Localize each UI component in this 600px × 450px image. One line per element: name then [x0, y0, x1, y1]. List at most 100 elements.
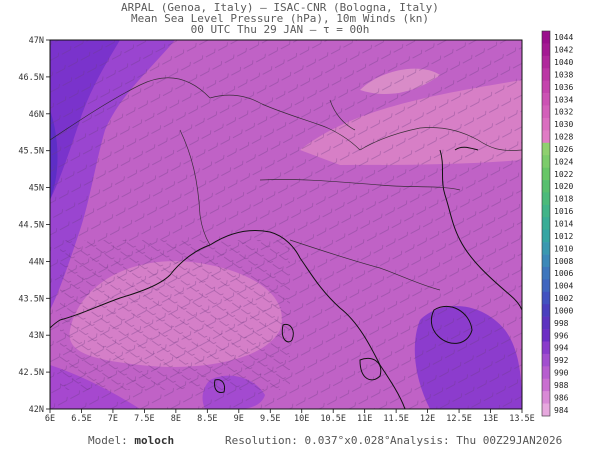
colorbar-swatch: [542, 167, 550, 181]
lon-tick-label: 12E: [420, 414, 435, 424]
lon-tick-label: 12.5E: [446, 414, 472, 424]
colorbar-swatch: [542, 266, 550, 280]
borders: [50, 77, 522, 291]
colorbar-label: 994: [554, 344, 569, 353]
colorbar: 1044 1042 1040 1038 1036 1034 1032 1030 1028 1026…: [541, 30, 573, 417]
lat-tick-label: 43N: [29, 331, 44, 341]
colorbar-label: 1032: [554, 108, 573, 117]
pressure-field: [50, 40, 522, 409]
colorbar-label: 1038: [554, 70, 573, 79]
header-subtitle: Mean Sea Level Pressure (hPa), 10m Winds…: [130, 12, 429, 25]
colorbar-swatch: [542, 229, 550, 243]
lat-tick-label: 46.5N: [18, 73, 44, 83]
colorbar-swatch: [542, 93, 550, 106]
colorbar-swatch: [542, 180, 550, 193]
lon-tick-label: 13E: [483, 414, 498, 424]
colorbar-swatch: [542, 353, 550, 367]
colorbar-swatch: [542, 142, 550, 156]
footer-resolution: Resolution: 0.037°x0.028°: [225, 434, 391, 447]
colorbar-swatch: [542, 217, 550, 231]
colorbar-label: 998: [554, 319, 569, 328]
model-value: moloch: [134, 434, 175, 447]
colorbar-label: 1020: [554, 182, 573, 191]
colorbar-label: 1002: [554, 294, 573, 303]
lon-tick-label: 10E: [294, 414, 309, 424]
colorbar-swatch: [542, 105, 550, 119]
colorbar-swatch: [542, 341, 550, 355]
lake-border: [329, 99, 356, 131]
lat-tick-label: 42N: [29, 405, 44, 415]
header-time: 00 UTC Thu 29 JAN — τ = 00h: [190, 23, 370, 36]
po-river: [259, 179, 461, 191]
colorbar-frame: [541, 30, 551, 417]
colorbar-swatch: [542, 391, 550, 404]
colorbar-swatch: [542, 291, 550, 305]
model-label: Model:: [88, 434, 128, 447]
colorbar-swatch: [542, 279, 550, 293]
colorbar-swatch: [542, 31, 550, 44]
colorbar-label: 1034: [554, 95, 573, 104]
colorbar-label: 986: [554, 393, 569, 402]
france-swiss-border: [50, 77, 211, 141]
colorbar-label: 1010: [554, 244, 573, 253]
colorbar-label: 988: [554, 381, 569, 390]
lon-tick-label: 10.5E: [320, 414, 346, 424]
france-coast: [50, 244, 211, 329]
lon-tick-label: 8.5E: [197, 414, 217, 424]
colorbar-swatch: [542, 192, 550, 206]
lon-tick-label: 11.5E: [383, 414, 409, 424]
lat-tick-label: 46N: [29, 110, 44, 120]
colorbar-label: 990: [554, 369, 569, 378]
latitude-ticks: 47N 46.5N 46N 45.5N 45N 44.5N 44N 43.5N 43N 42.5N…: [18, 36, 50, 415]
lon-tick-label: 6E: [45, 414, 55, 424]
colorbar-label: 1022: [554, 170, 573, 179]
swiss-italy-border: [209, 94, 361, 151]
colorbar-label: 1012: [554, 232, 573, 241]
colorbar-swatch: [542, 366, 550, 380]
lon-tick-label: 9.5E: [260, 414, 280, 424]
colorbar-label: 1028: [554, 133, 573, 142]
colorbar-swatch: [542, 204, 550, 218]
colorbar-swatch: [542, 55, 550, 69]
lon-tick-label: 11E: [357, 414, 372, 424]
longitude-ticks: 6E 6.5E 7E 7.5E 8E 8.5E 9E 9.5E 10E 10.5E 11E 11.5E…: [45, 409, 535, 424]
colorbar-swatch: [542, 304, 550, 317]
lat-tick-label: 45.5N: [18, 147, 44, 157]
colorbar-label: 1016: [554, 207, 573, 216]
colorbar-swatch: [542, 80, 550, 94]
colorbar-label: 1026: [554, 145, 573, 154]
colorbar-label: 1004: [554, 282, 573, 291]
austria-italy-border: [359, 127, 522, 151]
colorbar-swatch: [542, 403, 550, 417]
colorbar-swatch: [542, 43, 550, 57]
colorbar-label: 1000: [554, 306, 573, 315]
lon-tick-label: 7.5E: [134, 414, 154, 424]
colorbar-label: 992: [554, 356, 569, 365]
colorbar-swatch: [542, 329, 550, 342]
lon-tick-label: 13.5E: [509, 414, 535, 424]
colorbar-label: 1006: [554, 269, 573, 278]
lon-tick-label: 7E: [108, 414, 118, 424]
colorbar-label: 1036: [554, 83, 573, 92]
capraia-island: [281, 323, 294, 343]
italy-west-coast: [209, 230, 406, 409]
wind-barbs-sea: [60, 240, 290, 390]
colorbar-label: 1042: [554, 46, 573, 55]
coastlines: [50, 146, 522, 409]
gulf-trieste: [454, 146, 479, 151]
colorbar-label: 1044: [554, 33, 573, 42]
colorbar-swatch: [542, 254, 550, 268]
colorbar-swatch: [542, 316, 550, 330]
colorbar-label: 1018: [554, 195, 573, 204]
colorbar-swatch: [542, 68, 550, 81]
italy-east-coast: [439, 149, 522, 311]
colorbar-label: 1014: [554, 220, 573, 229]
lon-tick-label: 9E: [234, 414, 244, 424]
colorbar-swatch: [542, 378, 550, 392]
colorbar-swatch: [542, 155, 550, 168]
lat-tick-label: 44.5N: [18, 221, 44, 231]
colorbar-label: 1008: [554, 257, 573, 266]
france-italy-border: [179, 129, 211, 246]
lat-tick-label: 43.5N: [18, 294, 44, 304]
